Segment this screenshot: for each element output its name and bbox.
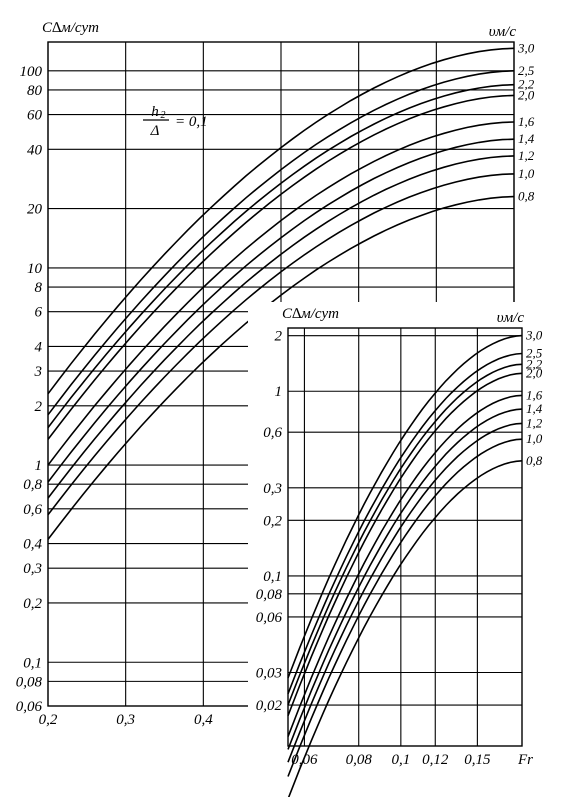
y-tick-label: 0,06 — [256, 610, 283, 626]
y-tick-label: 0,3 — [263, 481, 282, 497]
y-tick-label: 8 — [35, 280, 43, 296]
y-tick-label: 0,03 — [256, 666, 282, 682]
x-tick-label: 0,2 — [39, 712, 58, 728]
figure: 0,06 0,08 0,1 0,2 0,3 0,4 0,6 0,8 1 2 3 4 6 8 10 20 40 60… — [0, 0, 563, 797]
x-tick-label: 0,3 — [116, 712, 135, 728]
curve-label: 1,2 — [526, 415, 543, 430]
x-axis-title: Fr — [517, 752, 533, 768]
y-tick-label: 0,6 — [23, 502, 42, 518]
y-tick-label: 3 — [34, 364, 43, 380]
curve-label: 1,6 — [518, 114, 535, 129]
curve-label: 2,5 — [518, 63, 535, 78]
y-tick-label: 10 — [27, 261, 43, 277]
y-tick-label: 2 — [35, 399, 43, 415]
curve-label: 3,0 — [517, 40, 535, 55]
y-tick-label: 0,02 — [256, 698, 283, 714]
annot-sub: 2 — [161, 110, 166, 121]
x-tick-label: 0,15 — [464, 752, 491, 768]
y-tick-label: 1 — [275, 384, 283, 400]
y-tick-label: 0,08 — [256, 587, 283, 603]
y-tick-label: 0,1 — [23, 655, 42, 671]
curve-label: 3,0 — [525, 328, 543, 343]
curve-label: 1,4 — [526, 401, 543, 416]
y-tick-label: 0,2 — [263, 513, 282, 529]
y-tick-label: 0,4 — [23, 537, 42, 553]
curve-label: 1,0 — [526, 431, 543, 446]
y-tick-label: 2 — [275, 329, 283, 345]
y-tick-label: 0,08 — [16, 674, 43, 690]
x-tick-label: 0,12 — [422, 752, 449, 768]
curve-label: 0,8 — [526, 453, 543, 468]
y-tick-label: 4 — [35, 339, 43, 355]
annot-eq: = 0,1 — [175, 114, 208, 130]
curve-label: 2,0 — [526, 365, 543, 380]
chart-inset: 0,020,030,060,080,10,20,30,6120,060,080,… — [248, 302, 546, 797]
curve-label: 2,0 — [518, 87, 535, 102]
param-title: υм/с — [489, 24, 517, 40]
y-tick-label: 80 — [27, 83, 43, 99]
y-tick-label: 1 — [35, 458, 43, 474]
annot-h: h — [151, 104, 159, 120]
y-tick-label: 20 — [27, 202, 43, 218]
y-tick-label: 0,3 — [23, 561, 42, 577]
annot-delta: Δ — [150, 123, 160, 139]
y-tick-label: 0,2 — [23, 596, 42, 612]
y-tick-label: 100 — [20, 64, 43, 80]
y-tick-label: 60 — [27, 108, 43, 124]
x-tick-label: 0,1 — [391, 752, 410, 768]
curve-label: 1,2 — [518, 148, 535, 163]
curve-label: 1,4 — [518, 131, 535, 146]
y-axis-title: С∆м/сут — [42, 20, 99, 36]
y-tick-label: 0,1 — [263, 569, 282, 585]
curve-label: 1,0 — [518, 166, 535, 181]
y-axis-title: С∆м/сут — [282, 306, 339, 322]
y-tick-label: 0,6 — [263, 425, 282, 441]
y-tick-label: 40 — [27, 142, 43, 158]
y-tick-label: 6 — [35, 305, 43, 321]
curve-label: 1,6 — [526, 387, 543, 402]
x-tick-label: 0,08 — [346, 752, 373, 768]
param-title: υм/с — [497, 310, 525, 326]
y-tick-label: 0,8 — [23, 477, 42, 493]
curve-label: 0,8 — [518, 189, 535, 204]
x-tick-label: 0,4 — [194, 712, 213, 728]
